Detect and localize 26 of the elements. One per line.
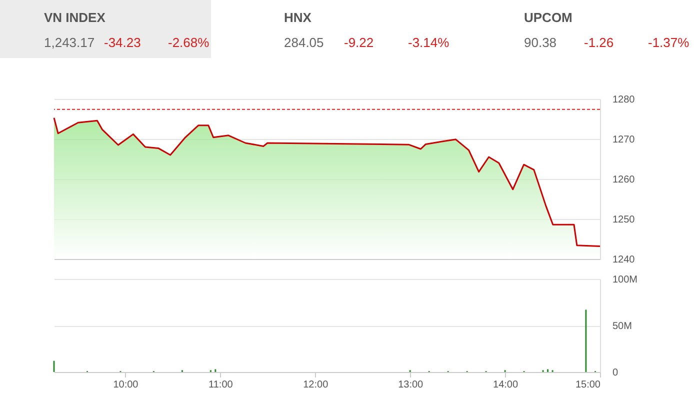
text: -2.68% [168,35,210,50]
text: 90.38 [524,35,557,50]
y-tick-label: 1240 [612,254,636,266]
y-tick-label: 0 [612,368,618,378]
y-tick-label: 100M [612,274,638,286]
y-tick-label: 1270 [612,134,636,146]
y-tick-label: 50M [612,321,632,332]
text: -9.22 [344,35,374,50]
x-tick-label: 10:00 [113,380,139,390]
y-tick-label: 1280 [612,94,636,106]
text: -3.14% [408,35,450,50]
text: 284.05 [284,35,324,50]
text: -1.37% [648,35,690,50]
x-tick-label: 15:00 [575,380,601,390]
x-tick-label: 14:00 [493,380,518,390]
y-tick-label: 1250 [612,214,636,226]
text: UPCOM [524,10,572,25]
x-tick-label: 11:00 [208,380,234,390]
x-tick-label: 12:00 [303,380,329,390]
y-tick-label: 1260 [612,174,636,186]
text: VN INDEX [44,10,106,25]
text: HNX [284,10,312,25]
text: -1.26 [584,35,614,50]
text: -34.23 [104,35,141,50]
x-tick-label: 13:00 [398,380,424,390]
text: 1,243.17 [44,35,95,50]
